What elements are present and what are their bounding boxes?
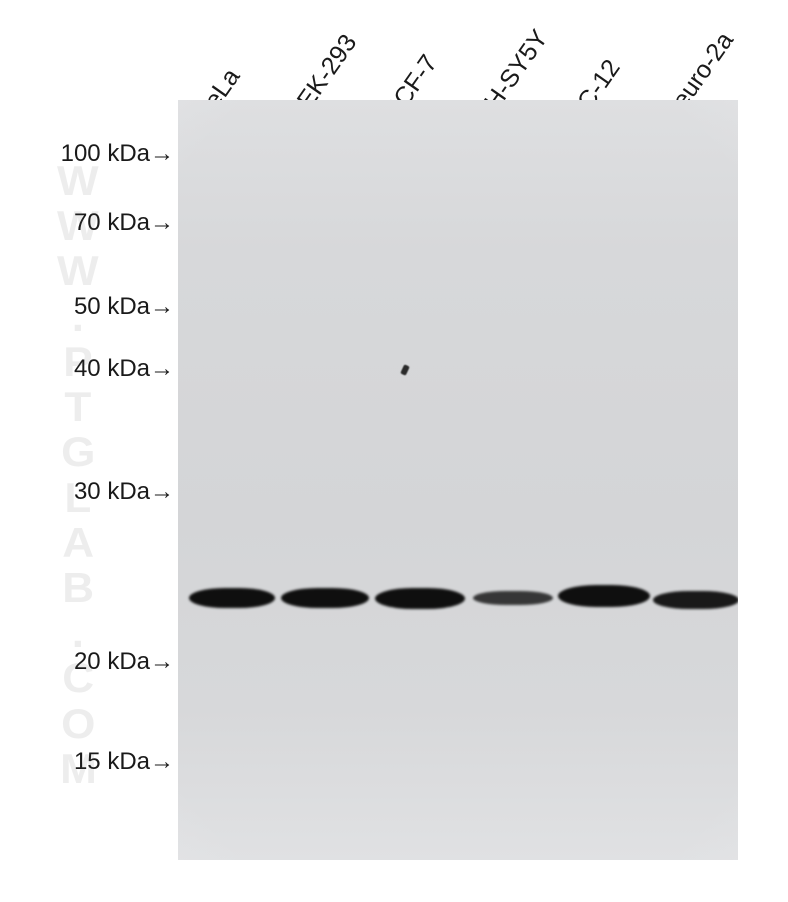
watermark-char: W xyxy=(57,250,99,292)
band xyxy=(473,591,553,605)
band xyxy=(189,588,275,608)
watermark-char: G xyxy=(61,431,95,473)
watermark-char: O xyxy=(61,703,95,745)
band xyxy=(281,588,369,608)
band xyxy=(558,585,650,607)
watermark-char: B xyxy=(62,567,94,609)
marker-label: 70 kDa→ xyxy=(0,209,174,237)
blot-membrane xyxy=(178,100,738,860)
marker-label: 15 kDa→ xyxy=(0,748,174,776)
blot-background xyxy=(178,100,738,860)
band xyxy=(653,591,738,609)
watermark-text: WWW.PTGLAB.COM xyxy=(48,160,108,790)
marker-label: 20 kDa→ xyxy=(0,648,174,676)
band xyxy=(375,588,465,609)
watermark-char: A xyxy=(62,522,94,564)
marker-label: 50 kDa→ xyxy=(0,293,174,321)
figure-container: HeLaHEK-293MCF-7SH-SY5YPC-12Neuro-2a 100… xyxy=(0,0,788,902)
marker-label: 40 kDa→ xyxy=(0,355,174,383)
marker-label: 100 kDa→ xyxy=(0,140,174,168)
watermark-char: T xyxy=(65,386,92,428)
marker-label: 30 kDa→ xyxy=(0,478,174,506)
